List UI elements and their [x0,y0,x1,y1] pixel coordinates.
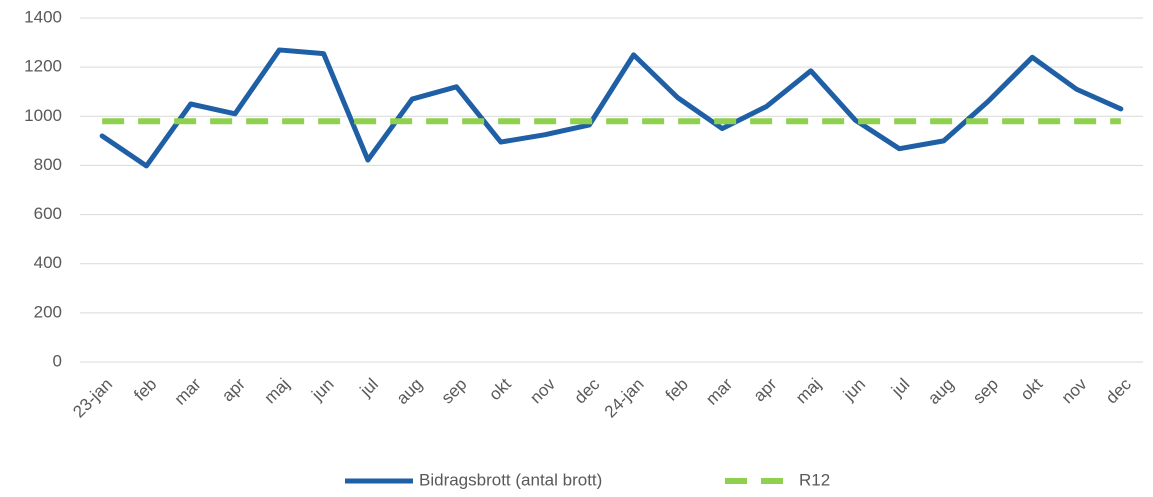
x-tick-label: mar [171,374,205,408]
y-tick-label: 400 [34,253,62,272]
x-tick-label: dec [1102,374,1135,407]
x-tick-label: 23-jan [69,375,116,422]
x-tick-label: aug [393,375,426,408]
x-tick-label: dec [571,374,604,407]
x-tick-label: sep [969,375,1002,408]
y-tick-label: 1400 [24,7,62,26]
x-tick-label: 24-jan [601,375,648,422]
y-tick-label: 200 [34,302,62,321]
y-tick-label: 600 [34,204,62,223]
y-tick-label: 0 [53,351,62,370]
x-tick-label: feb [662,375,692,405]
x-tick-label: okt [485,374,515,404]
y-tick-label: 1200 [24,57,62,76]
series-line [99,47,1124,169]
legend-label: Bidragsbrott (antal brott) [419,470,602,489]
x-tick-label: jul [356,375,382,401]
x-tick-label: jul [887,375,913,401]
y-tick-label: 1000 [24,106,62,125]
x-tick-label: apr [750,374,781,405]
x-tick-label: sep [438,375,471,408]
x-tick-label: feb [130,375,160,405]
x-tick-label: apr [218,374,249,405]
y-tick-label: 800 [34,155,62,174]
x-tick-label: okt [1017,374,1047,404]
x-tick-label: nov [526,374,559,407]
x-tick-label: jun [307,375,337,405]
legend-label: R12 [799,470,830,489]
x-tick-label: maj [260,375,293,408]
x-tick-label: mar [702,374,736,408]
x-tick-label: jun [839,375,869,405]
x-tick-label: nov [1058,374,1091,407]
x-tick-label: aug [924,375,957,408]
x-tick-label: maj [792,375,825,408]
